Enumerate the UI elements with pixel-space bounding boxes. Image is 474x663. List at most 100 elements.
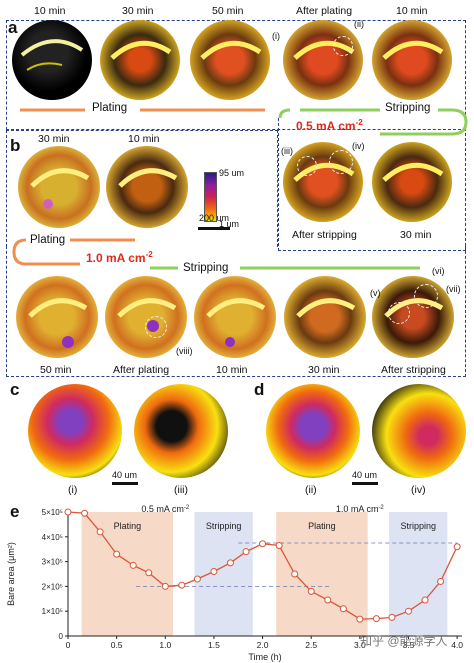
data-point-9 (210, 568, 218, 576)
data-point-13 (275, 541, 283, 549)
disk-a-strip-10min (372, 20, 452, 100)
colorbar (204, 172, 217, 222)
data-point-5 (145, 569, 153, 577)
region-label-3: Stripping (400, 521, 436, 531)
label-a-30min-bottom: 30 min (400, 229, 432, 241)
y-tick-label-4: 4×10⁵ (42, 533, 63, 542)
data-point-7 (178, 581, 186, 589)
label-a-10min: 10 min (34, 5, 66, 17)
panel-d-letter: d (254, 380, 265, 399)
marker-circle-viii (145, 316, 167, 338)
label-d-ii: (ii) (305, 484, 317, 496)
data-point-22 (421, 596, 429, 604)
label-d-iv: (iv) (411, 484, 426, 496)
data-point-21 (404, 607, 412, 615)
label-b-10min: 10 min (128, 133, 160, 145)
marker-circle-iv (329, 150, 353, 174)
panel-a-current: 0.5 mA cm-2 (296, 118, 363, 133)
label-c-i: (i) (68, 484, 78, 496)
data-point-17 (339, 605, 347, 613)
label-a-after-stripping: After stripping (292, 229, 357, 241)
label-b-after-stripping: After stripping (381, 364, 446, 376)
data-point-8 (193, 575, 201, 583)
disk-a-strip-30min (372, 142, 452, 222)
x-tick-label-0: 0 (66, 640, 71, 650)
x-tick-label-2: 1.0 (159, 640, 171, 650)
region-header-0: 0.5 mA cm-2 (141, 504, 190, 514)
panel-b-frame (6, 130, 278, 247)
panel-e-letter: e (10, 502, 20, 521)
disk-b-after-stripping (372, 276, 454, 358)
data-point-19 (372, 615, 380, 623)
region-1 (194, 512, 253, 636)
data-point-18 (356, 615, 364, 623)
data-point-3 (113, 550, 121, 558)
marker-circle-iii (297, 156, 317, 176)
panel-a-arrows (20, 108, 468, 136)
disk-b-strip-10min (194, 276, 276, 358)
panel-b-frame-bottom (6, 246, 466, 377)
bare-area-chart: Plating Stripping Plating Stripping 0.5 mA c… (6, 504, 463, 662)
disk-b-50min (16, 276, 98, 358)
label-b-after-plating: After plating (113, 364, 170, 376)
y-tick-label-1: 1×10⁵ (42, 607, 63, 616)
data-point-10 (226, 559, 234, 567)
panel-b-current: 1.0 mA cm-2 (86, 250, 153, 265)
marker-iv: (iv) (352, 141, 365, 151)
colorbar-top-label: 95 um (219, 168, 245, 178)
region-label-2: Plating (308, 521, 336, 531)
data-point-0 (64, 508, 72, 516)
label-a-strip-10min: 10 min (396, 5, 428, 17)
disk-b-30min (18, 146, 100, 228)
disk-c-i (28, 384, 122, 478)
data-point-23 (437, 577, 445, 585)
data-point-15 (307, 587, 315, 595)
marker-v: (v) (370, 288, 381, 298)
scalebar-d (352, 482, 378, 485)
label-a-50min: 50 min (212, 5, 244, 17)
label-a-after-plating: After plating (296, 5, 353, 17)
region-header-1: 1.0 mA cm-2 (336, 504, 385, 514)
panel-c-letter: c (10, 380, 20, 399)
region-label-1: Stripping (206, 521, 242, 531)
y-tick-label-2: 2×10⁵ (42, 582, 63, 591)
y-axis-label: Bare area (μm²) (6, 542, 16, 606)
disk-b-10min (106, 146, 188, 228)
label-b-strip-10min: 10 min (216, 364, 248, 376)
x-tick-label-3: 1.5 (208, 640, 220, 650)
y-tick-label-0: 0 (59, 632, 64, 641)
marker-viii: (viii) (176, 346, 193, 356)
disk-a-30min (100, 20, 180, 100)
colorbar-bottom-label: 1 um (219, 219, 240, 229)
x-tick-label-1: 0.5 (111, 640, 123, 650)
data-point-11 (242, 548, 250, 556)
panel-a-stripping-label: Stripping (385, 102, 431, 114)
x-tick-label-6: 3.0 (354, 640, 366, 650)
disk-a-after-stripping (283, 142, 363, 222)
x-axis-label: Time (h) (248, 652, 281, 662)
data-point-12 (259, 540, 267, 548)
data-point-1 (81, 509, 89, 517)
disk-d-ii (266, 384, 360, 478)
data-point-6 (161, 582, 169, 590)
label-a-30min: 30 min (122, 5, 154, 17)
disk-a-50min (190, 20, 270, 100)
panel-b-stripping-label: Stripping (183, 262, 229, 274)
panel-b-plating-label: Plating (30, 234, 66, 246)
marker-ii: (ii) (354, 19, 364, 29)
data-point-24 (453, 543, 461, 551)
disk-a-10min (12, 20, 92, 100)
disk-b-after-plating (105, 276, 187, 358)
panel-a-frame-right (278, 118, 466, 251)
marker-vii: (vii) (446, 284, 461, 294)
marker-circle-vi (414, 284, 438, 308)
label-b-30min: 30 min (38, 133, 70, 145)
scalebar-c (112, 482, 138, 485)
marker-circle-ii (333, 36, 353, 56)
disk-c-iii (134, 384, 228, 478)
data-point-4 (129, 561, 137, 569)
watermark: 知乎 @能源学人 (360, 634, 448, 648)
y-tick-label-3: 3×10⁵ (42, 558, 63, 567)
marker-i: (i) (272, 31, 280, 41)
disk-b-strip-30min (284, 276, 366, 358)
